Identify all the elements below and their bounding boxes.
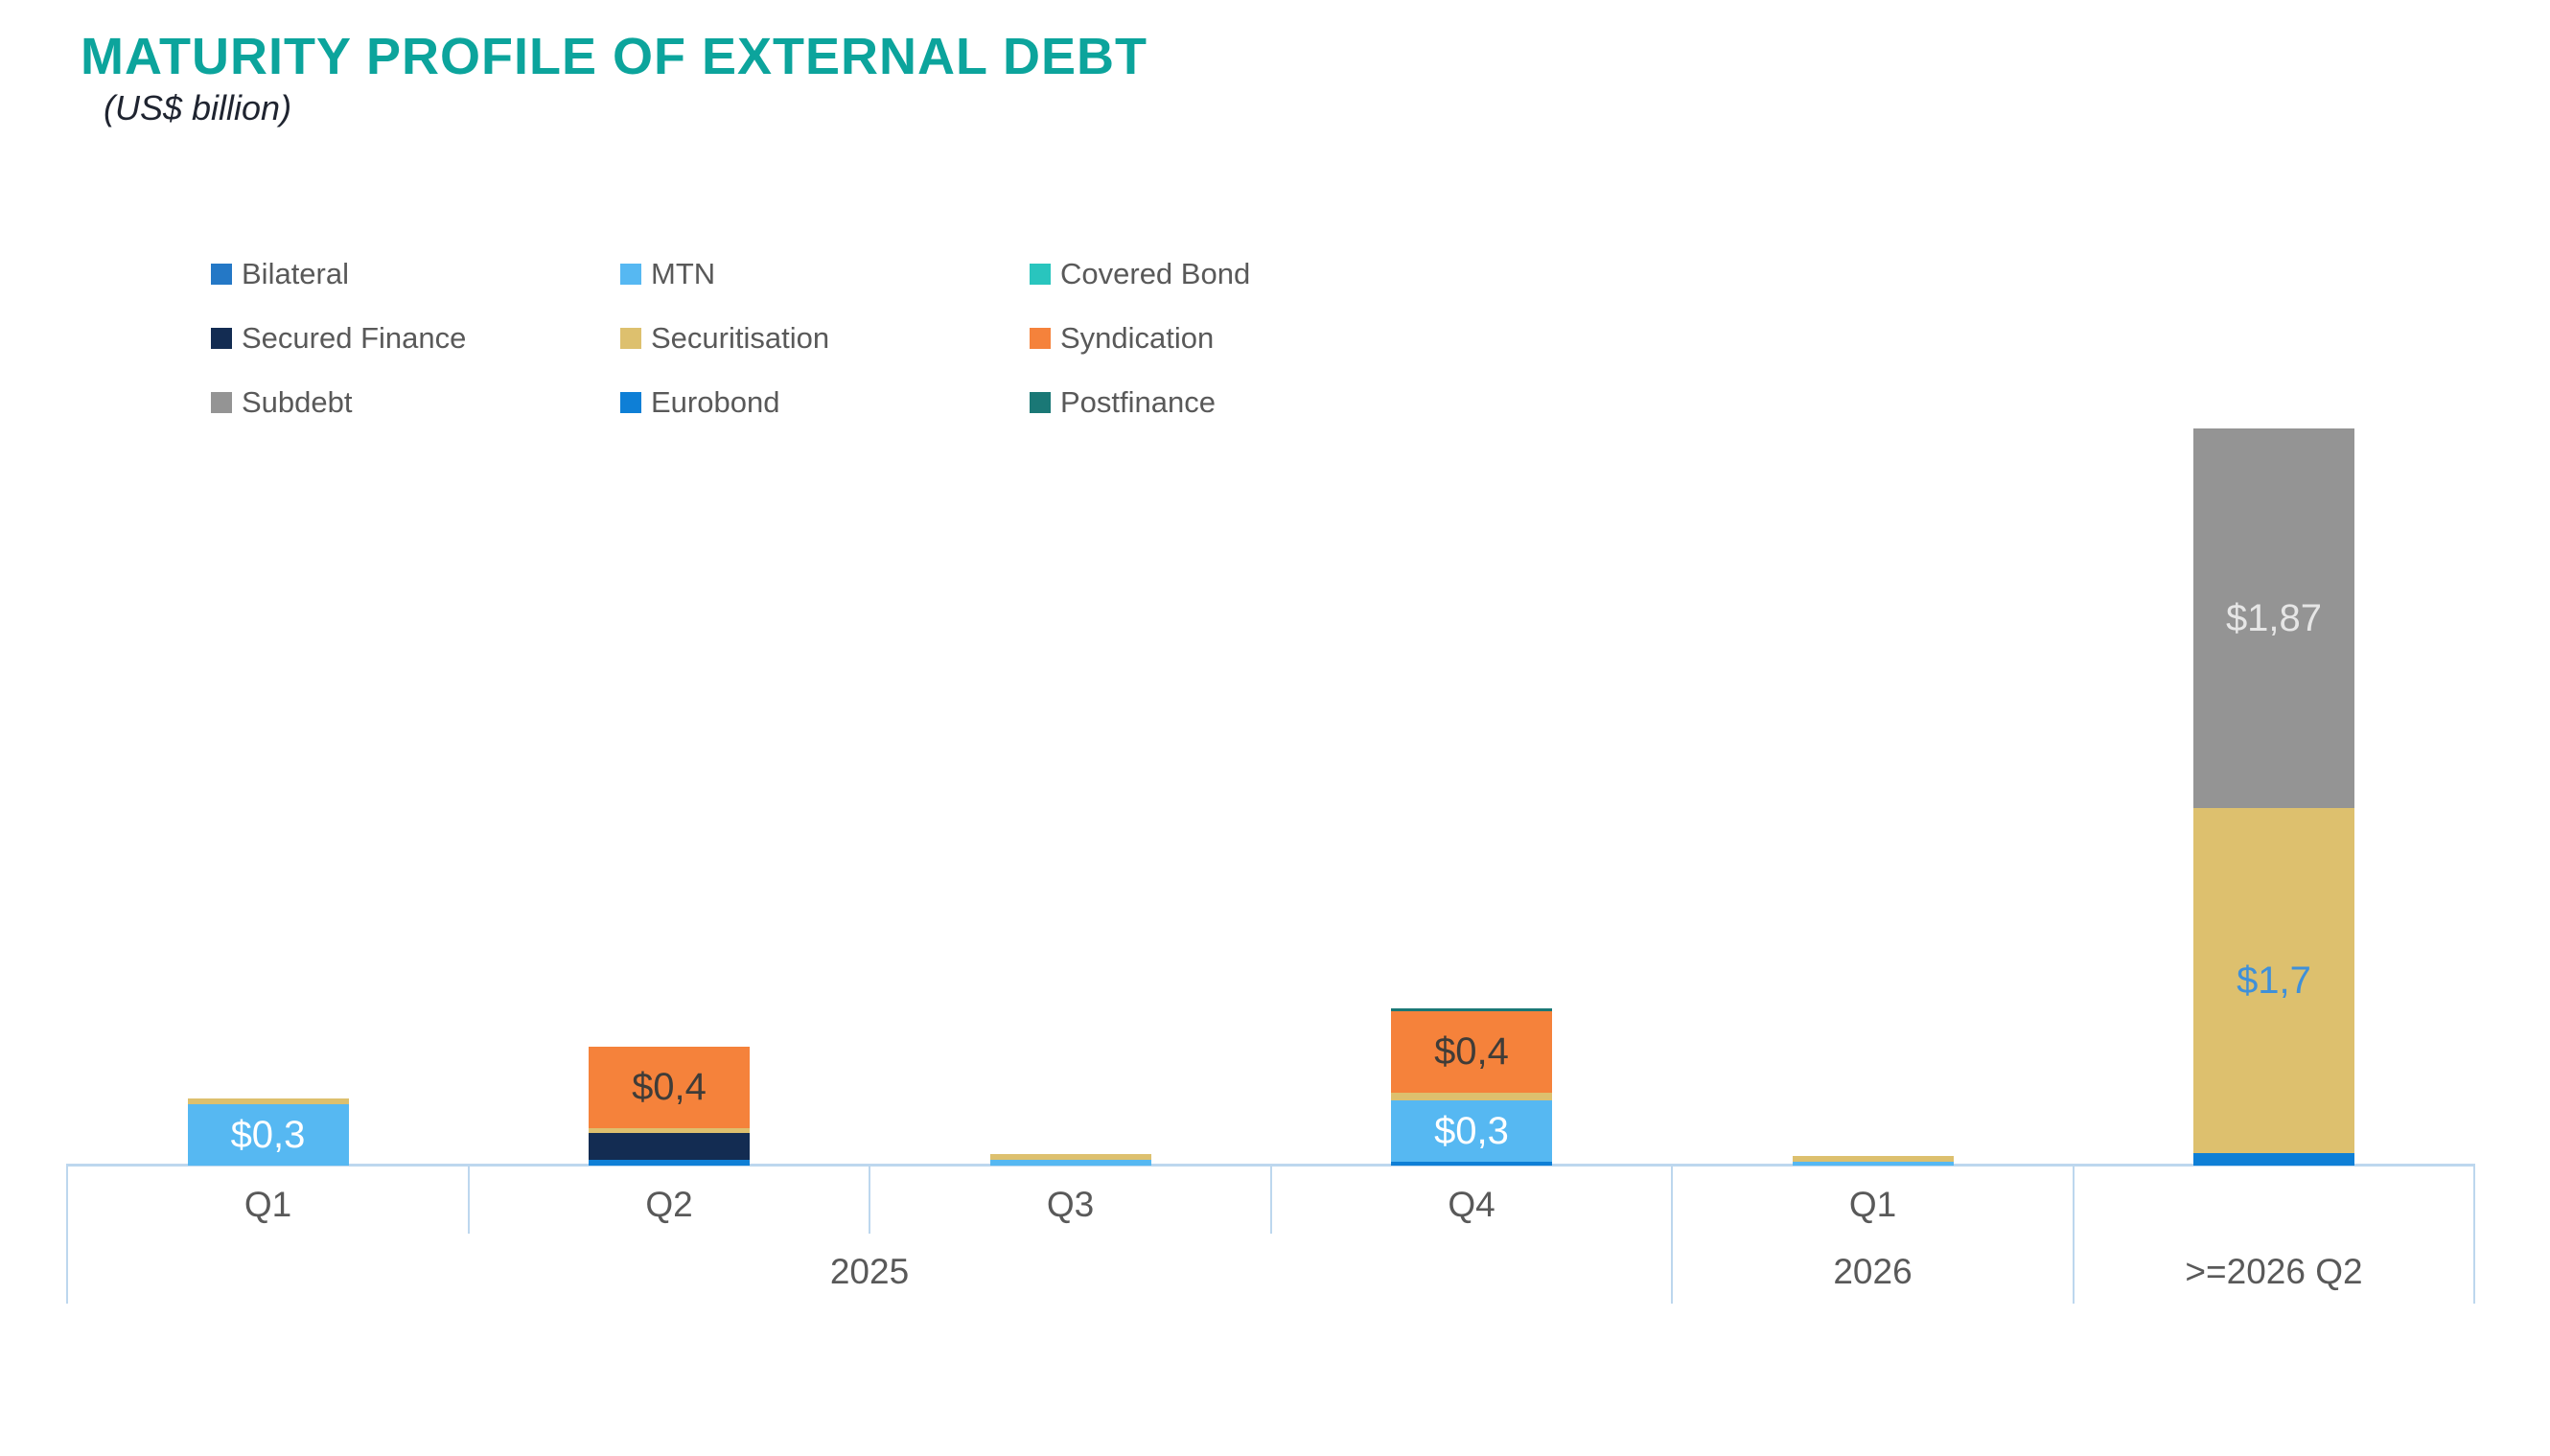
eurobond-swatch — [620, 391, 641, 413]
segment-eurobond — [589, 1160, 750, 1166]
bar-2025-q4: $0,4 $0,3 — [1391, 1008, 1552, 1166]
segment-securitisation — [187, 1098, 349, 1104]
securitisation-swatch — [620, 327, 641, 349]
subdebt-swatch — [211, 391, 232, 413]
legend-item-subdebt: Subdebt — [211, 385, 620, 420]
segment-mtn: $0,3 — [187, 1104, 349, 1166]
legend-item-mtn: MTN — [620, 257, 1030, 291]
bar-2025-q3 — [989, 1154, 1151, 1166]
segment-value-label: $1,87 — [2225, 596, 2323, 639]
legend-item-label: Eurobond — [651, 384, 780, 419]
quarter-label-2025-q4: Q4 — [1448, 1185, 1495, 1224]
segment-securitisation: $1,7 — [2193, 808, 2354, 1153]
quarter-label-2025-q1: Q1 — [243, 1185, 292, 1224]
legend-item-eurobond: Eurobond — [620, 385, 1030, 420]
segment-value-label: $0,4 — [632, 1066, 707, 1108]
legend-item-label: Syndication — [1060, 320, 1215, 355]
segment-syndication: $0,4 — [589, 1047, 750, 1128]
segment-subdebt: $1,87 — [2193, 428, 2354, 808]
legend-item-label: Securitisation — [651, 320, 830, 355]
bilateral-swatch — [211, 263, 232, 285]
axis-tick — [869, 1164, 870, 1234]
segment-secured_finance — [589, 1133, 750, 1160]
axis-tick — [468, 1164, 470, 1234]
chart-subtitle: (US$ billion) — [104, 88, 292, 127]
segment-securitisation — [1391, 1093, 1552, 1100]
secured_finance-swatch — [211, 327, 232, 349]
legend-item-syndication: Syndication — [1030, 321, 1509, 356]
legend-item-postfinance: Postfinance — [1030, 385, 1509, 420]
axis-tick — [2073, 1164, 2075, 1304]
segment-value-label: $0,3 — [1434, 1109, 1509, 1152]
bar-2025-q2: $0,4 — [589, 1047, 750, 1166]
year-group-label: 2026 — [1833, 1252, 1912, 1291]
bar-2026q2-plus: $1,87 $1,7 — [2193, 428, 2354, 1166]
postfinance-swatch — [1030, 391, 1051, 413]
covered_bond-swatch — [1030, 263, 1051, 285]
bar-2025-q1: $0,3 — [187, 1098, 349, 1166]
axis-tick — [66, 1164, 68, 1304]
legend-item-label: Secured Finance — [242, 320, 467, 355]
chart-title: MATURITY PROFILE OF EXTERNAL DEBT — [81, 28, 1148, 85]
year-group-label: >=2026 Q2 — [2185, 1252, 2363, 1291]
segment-postfinance — [1391, 1008, 1552, 1011]
segment-securitisation — [989, 1154, 1151, 1160]
legend-item-bilateral: Bilateral — [211, 257, 620, 291]
legend-item-covered_bond: Covered Bond — [1030, 257, 1509, 291]
legend-item-securitisation: Securitisation — [620, 321, 1030, 356]
bar-2026-q1 — [1792, 1156, 1954, 1166]
mtn-swatch — [620, 263, 641, 285]
segment-mtn — [989, 1160, 1151, 1166]
segment-value-label: $0,3 — [230, 1113, 306, 1156]
segment-eurobond — [2193, 1153, 2354, 1166]
legend-item-secured_finance: Secured Finance — [211, 321, 620, 356]
segment-value-label: $0,4 — [1434, 1030, 1509, 1073]
year-group-label: 2025 — [829, 1252, 910, 1291]
syndication-swatch — [1030, 327, 1051, 349]
legend-item-label: Covered Bond — [1060, 256, 1251, 290]
axis-tick — [1671, 1164, 1673, 1304]
quarter-label-2025-q3: Q3 — [1046, 1185, 1095, 1224]
legend-item-label: MTN — [651, 256, 716, 290]
quarter-label-2026-q1: Q1 — [1848, 1185, 1897, 1224]
axis-tick — [1270, 1164, 1272, 1234]
legend-item-label: Postfinance — [1060, 384, 1216, 419]
legend: Bilateral MTN Covered Bond Secured Finance S… — [211, 242, 1509, 434]
segment-securitisation — [589, 1128, 750, 1133]
axis-tick — [2473, 1164, 2475, 1304]
segment-syndication: $0,4 — [1391, 1011, 1552, 1093]
segment-mtn — [1792, 1162, 1954, 1166]
segment-eurobond — [1391, 1162, 1552, 1166]
segment-value-label: $1,7 — [2237, 959, 2311, 1002]
legend-item-label: Subdebt — [242, 384, 353, 419]
legend-item-label: Bilateral — [242, 256, 349, 290]
segment-securitisation — [1792, 1156, 1954, 1162]
segment-mtn: $0,3 — [1391, 1100, 1552, 1162]
quarter-label-2025-q2: Q2 — [645, 1185, 693, 1224]
